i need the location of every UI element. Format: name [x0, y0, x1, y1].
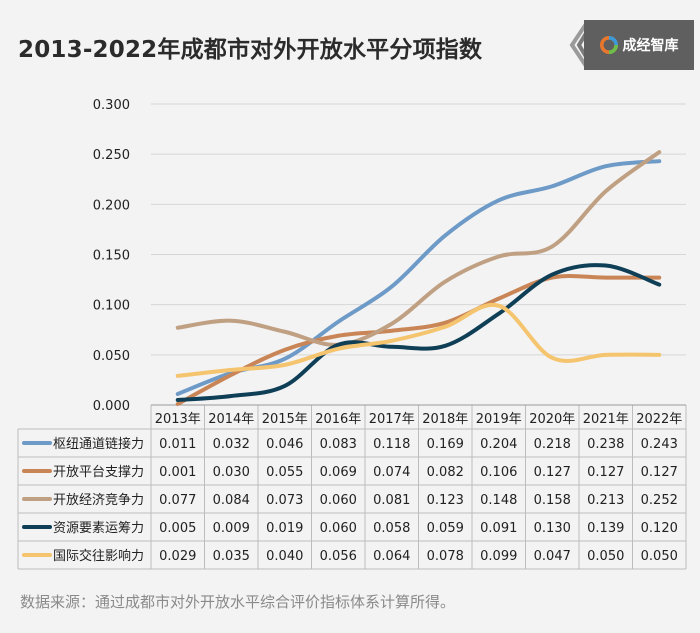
data-label: 0.123 — [427, 493, 464, 508]
data-label: 0.130 — [534, 521, 571, 536]
source-note: 数据来源：通过成都市对外开放水平综合评价指标体系计算所得。 — [20, 593, 456, 611]
data-label: 0.050 — [587, 549, 624, 564]
data-label: 0.009 — [213, 521, 250, 536]
data-label: 0.040 — [266, 549, 303, 564]
data-label: 0.120 — [641, 521, 678, 536]
grid: 0.300 0.250 0.200 0.150 0.100 0.050 0.000 — [93, 98, 686, 414]
data-label: 0.118 — [373, 437, 410, 452]
y-tick-label: 0.300 — [93, 98, 130, 113]
x-tick-label: 2014年 — [208, 412, 254, 427]
x-tick-label: 2022年 — [636, 412, 682, 427]
data-label: 0.064 — [373, 549, 410, 564]
logo-mark-icon — [599, 36, 618, 54]
data-label: 0.077 — [159, 493, 196, 508]
data-label: 0.099 — [480, 549, 517, 564]
x-tick-label: 2015年 — [262, 412, 308, 427]
series-line — [175, 263, 662, 402]
legend-label: 国际交往影响力 — [53, 548, 144, 564]
x-tick-label: 2013年 — [155, 412, 201, 427]
data-label: 0.238 — [587, 437, 624, 452]
data-label: 0.047 — [534, 549, 571, 564]
data-label: 0.060 — [320, 521, 357, 536]
x-tick-label: 2016年 — [315, 412, 361, 427]
y-tick-label: 0.050 — [93, 349, 130, 364]
y-tick-label: 0.250 — [93, 148, 130, 163]
x-tick-label: 2017年 — [369, 412, 415, 427]
y-tick-label: 0.200 — [93, 198, 130, 213]
data-label: 0.127 — [641, 465, 678, 480]
data-label: 0.074 — [373, 465, 410, 480]
x-tick-label: 2018年 — [422, 412, 468, 427]
data-label: 0.030 — [213, 465, 250, 480]
data-label: 0.058 — [373, 521, 410, 536]
data-label: 0.148 — [480, 493, 517, 508]
series-line — [175, 302, 662, 378]
data-label: 0.032 — [213, 437, 250, 452]
data-label: 0.218 — [534, 437, 571, 452]
data-label: 0.081 — [373, 493, 410, 508]
data-label: 0.069 — [320, 465, 357, 480]
data-table: 2013年 2014年 2015年 2016年 2017年 2018年 2019年 2020年… — [17, 404, 687, 570]
y-tick-label: 0.100 — [93, 299, 130, 314]
data-label: 0.056 — [320, 549, 357, 564]
data-label: 0.060 — [320, 493, 357, 508]
data-label: 0.055 — [266, 465, 303, 480]
series-lines — [175, 150, 662, 406]
data-label: 0.011 — [159, 437, 196, 452]
legend-label: 枢纽通道链接力 — [53, 436, 144, 452]
chart-title: 2013-2022年成都市对外开放水平分项指数 — [18, 37, 483, 63]
series-line — [175, 150, 662, 347]
y-tick-label: 0.150 — [93, 249, 130, 264]
data-label: 0.127 — [587, 465, 624, 480]
data-label: 0.106 — [480, 465, 517, 480]
y-tick-label: 0.000 — [93, 399, 130, 414]
legend-label: 资源要素运筹力 — [53, 520, 144, 536]
legend-label: 开放平台支撑力 — [53, 465, 144, 480]
data-label: 0.019 — [266, 521, 303, 536]
data-label: 0.001 — [159, 465, 196, 480]
logo-text: 成经智库 — [622, 38, 679, 54]
x-tick-label: 2019年 — [476, 412, 522, 427]
series-line — [175, 274, 662, 406]
data-label: 0.204 — [480, 437, 517, 452]
data-label: 0.082 — [427, 465, 464, 480]
data-label: 0.243 — [641, 437, 678, 452]
legend-label: 开放经济竞争力 — [53, 492, 144, 508]
logo-badge: 成经智库 — [584, 20, 694, 70]
data-label: 0.046 — [266, 437, 303, 452]
data-label: 0.029 — [159, 549, 196, 564]
data-label: 0.091 — [480, 521, 517, 536]
data-label: 0.084 — [213, 493, 250, 508]
data-label: 0.213 — [587, 493, 624, 508]
data-label: 0.169 — [427, 437, 464, 452]
data-label: 0.252 — [641, 493, 678, 508]
x-tick-label: 2021年 — [583, 412, 629, 427]
x-tick-label: 2020年 — [529, 412, 575, 427]
data-label: 0.005 — [159, 521, 196, 536]
data-label: 0.073 — [266, 493, 303, 508]
data-label: 0.035 — [213, 549, 250, 564]
data-label: 0.078 — [427, 549, 464, 564]
data-label: 0.083 — [320, 437, 357, 452]
data-label: 0.127 — [534, 465, 571, 480]
data-label: 0.139 — [587, 521, 624, 536]
data-label: 0.059 — [427, 521, 464, 536]
data-label: 0.050 — [641, 549, 678, 564]
logo: 成经智库 — [564, 20, 694, 70]
data-label: 0.158 — [534, 493, 571, 508]
